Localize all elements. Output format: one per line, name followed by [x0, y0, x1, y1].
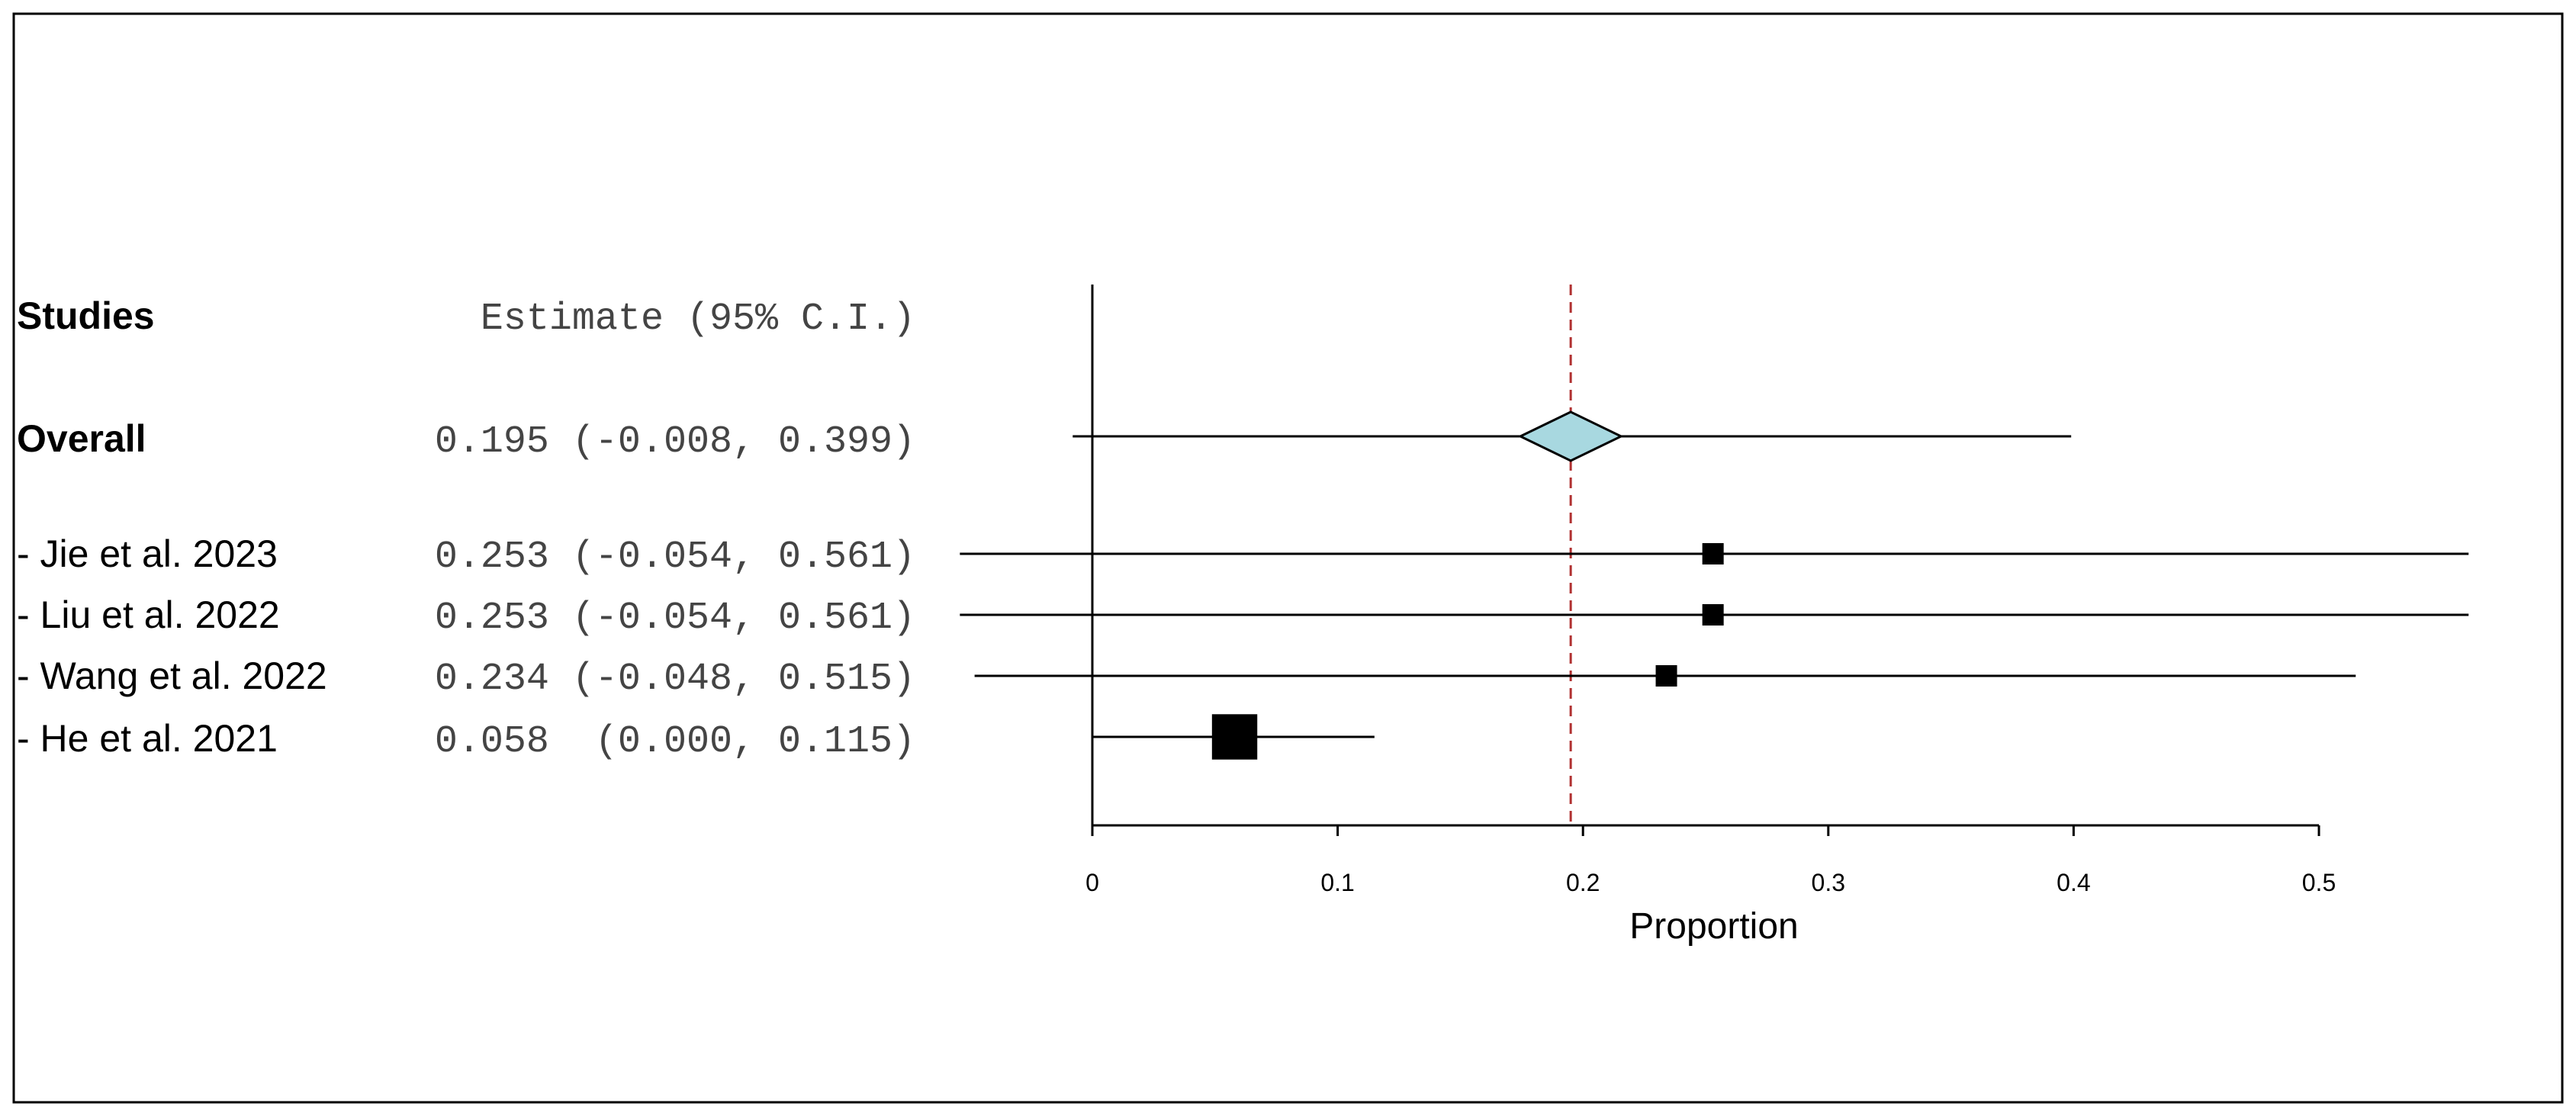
x-axis-label: Proportion — [1629, 906, 1798, 947]
overall-label: Overall — [17, 417, 146, 460]
study-point-0 — [1702, 543, 1724, 564]
study-estimate-text-0: 0.253 (-0.054, 0.561) — [435, 535, 915, 579]
figure-border — [12, 12, 2564, 1104]
x-tick-label-1: 0.1 — [1320, 869, 1354, 896]
study-label-3: - He et al. 2021 — [17, 717, 278, 760]
overall-diamond — [1517, 410, 1624, 462]
study-label-1: - Liu et al. 2022 — [17, 593, 280, 636]
plot-area: 0 0.1 0.2 0.3 0.4 0.5 — [960, 285, 2469, 896]
header-studies: Studies — [17, 294, 155, 337]
study-point-2 — [1655, 665, 1677, 687]
x-tick-label-5: 0.5 — [2302, 869, 2336, 896]
study-label-2: - Wang et al. 2022 — [17, 654, 327, 697]
x-tick-label-0: 0 — [1085, 869, 1099, 896]
study-label-0: - Jie et al. 2023 — [17, 532, 278, 575]
x-tick-label-3: 0.3 — [1812, 869, 1845, 896]
study-estimate-text-3: 0.058 (0.000, 0.115) — [435, 720, 915, 764]
header-estimate: Estimate (95% C.I.) — [481, 297, 915, 341]
x-tick-label-2: 0.2 — [1566, 869, 1600, 896]
study-point-1 — [1702, 604, 1724, 626]
study-estimate-text-2: 0.234 (-0.048, 0.515) — [435, 658, 915, 701]
x-tick-label-4: 0.4 — [2057, 869, 2090, 896]
study-estimate-text-1: 0.253 (-0.054, 0.561) — [435, 597, 915, 640]
overall-estimate-text: 0.195 (-0.008, 0.399) — [435, 420, 915, 464]
study-point-3 — [1211, 714, 1258, 760]
